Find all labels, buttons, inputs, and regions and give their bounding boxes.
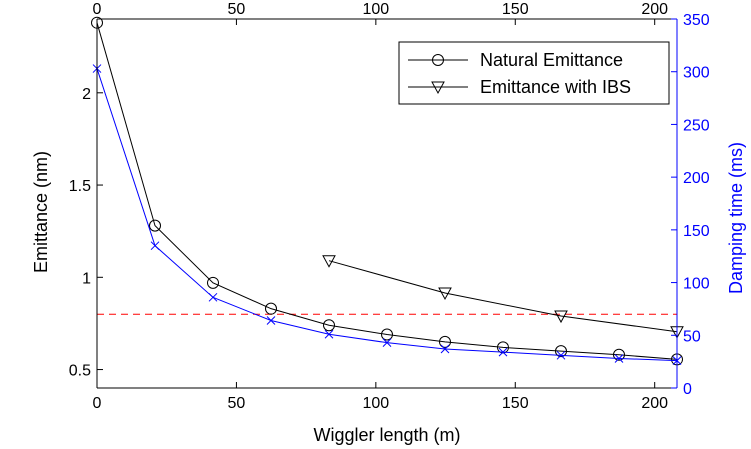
legend-marker-triangle — [431, 81, 445, 95]
data-point-x — [324, 329, 334, 339]
data-point-x — [150, 241, 160, 251]
data-point-circle — [555, 345, 567, 358]
data-point-triangle — [554, 310, 568, 324]
data-point-circle — [207, 276, 219, 289]
data-point-x — [208, 292, 218, 302]
x-tick-label-bottom: 0 — [93, 395, 102, 412]
data-point-triangle — [322, 255, 336, 268]
y-left-axis-title: Emittance (nm) — [31, 151, 51, 273]
series-line-1 — [328, 260, 678, 333]
data-point-circle — [323, 319, 335, 332]
y-left-tick-label: 2 — [82, 86, 91, 103]
x-axis-title: Wiggler length (m) — [313, 425, 460, 445]
data-point-x — [556, 350, 566, 360]
y-right-tick-label: 50 — [683, 328, 701, 345]
y-right-tick-label: 250 — [683, 117, 710, 134]
y-right-tick-label: 0 — [683, 381, 692, 398]
data-point-circle — [439, 335, 451, 348]
data-point-circle — [265, 302, 277, 315]
y-right-axis-title: Damping time (ms) — [726, 142, 746, 294]
data-point-x — [382, 338, 392, 348]
y-right-tick-label: 100 — [683, 276, 710, 293]
y-right-tick-label: 150 — [683, 223, 710, 240]
x-tick-label-top: 200 — [641, 1, 668, 18]
legend-label-natural: Natural Emittance — [480, 50, 623, 70]
y-left-tick-label: 1.5 — [69, 178, 91, 195]
data-point-x — [266, 316, 276, 325]
legend: Natural Emittance Emittance with IBS — [398, 41, 670, 105]
data-point-circle — [497, 341, 509, 354]
x-tick-label-top: 50 — [228, 1, 246, 18]
y-left-tick-label: 0.5 — [69, 363, 91, 380]
data-point-x — [614, 354, 624, 363]
data-point-circle — [613, 348, 625, 361]
x-tick-label-top: 100 — [362, 1, 389, 18]
data-point-circle — [381, 328, 393, 341]
x-tick-label-bottom: 150 — [502, 395, 529, 412]
legend-box — [398, 41, 670, 105]
y-right-tick-label: 300 — [683, 65, 710, 82]
legend-marker-circle — [432, 54, 444, 66]
data-point-x — [440, 344, 450, 354]
data-point-x — [498, 347, 508, 357]
data-point-triangle — [438, 287, 452, 301]
y-left-tick-label: 1 — [82, 270, 91, 287]
x-tick-label-bottom: 200 — [641, 395, 668, 412]
legend-label-ibs: Emittance with IBS — [480, 77, 631, 97]
y-right-tick-label: 350 — [683, 12, 710, 29]
x-tick-label-top: 0 — [93, 1, 102, 18]
x-tick-label-top: 150 — [502, 1, 529, 18]
data-point-circle — [149, 219, 161, 232]
series-line-0 — [96, 22, 678, 360]
y-right-tick-label: 200 — [683, 170, 710, 187]
x-tick-label-bottom: 50 — [228, 395, 246, 412]
x-tick-label-bottom: 100 — [362, 395, 389, 412]
